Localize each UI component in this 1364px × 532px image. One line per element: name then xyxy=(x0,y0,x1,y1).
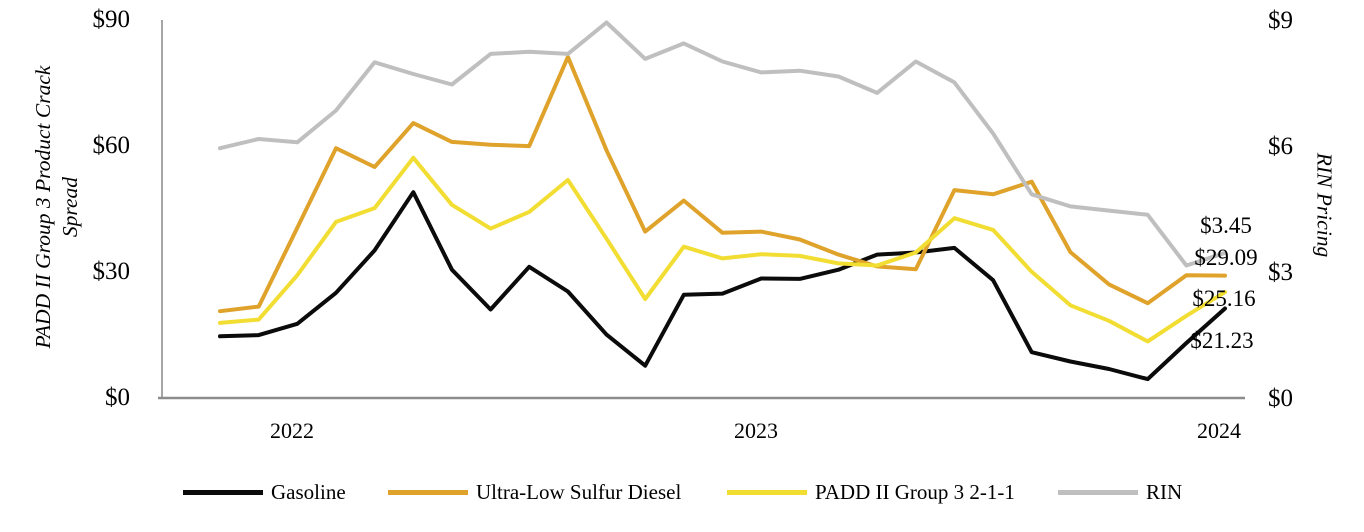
end-label-ulsd: $29.09 xyxy=(1194,245,1258,270)
right-tick-9: $9 xyxy=(1268,7,1293,34)
series-line-gasoline xyxy=(218,190,1227,382)
gasoline-line-swatch xyxy=(183,489,263,495)
right-tick-0: $0 xyxy=(1268,385,1293,412)
x-tick-2022: 2022 xyxy=(270,418,314,443)
legend-label-rin: RIN xyxy=(1146,480,1183,504)
x-tick-2024: 2024 xyxy=(1197,418,1241,443)
right-tick-6: $6 xyxy=(1268,133,1293,160)
series-line-rin xyxy=(218,20,1227,268)
series-line-padd-ii-group-3-2-1-1 xyxy=(218,155,1227,344)
left-tick-90: $90 xyxy=(92,6,131,33)
legend-label-ulsd: Ultra-Low Sulfur Diesel xyxy=(476,480,682,504)
series-line-ultra-low-sulfur-diesel xyxy=(218,54,1227,314)
legend-item-padd: PADD II Group 3 2-1-1 xyxy=(727,480,1015,504)
right-tick-3: $3 xyxy=(1268,259,1293,286)
left-tick-30: $30 xyxy=(92,258,131,285)
x-tick-2023: 2023 xyxy=(734,418,778,443)
left-tick-60: $60 xyxy=(92,132,131,159)
legend-label-gasoline: Gasoline xyxy=(271,480,346,504)
legend-label-padd: PADD II Group 3 2-1-1 xyxy=(815,480,1015,504)
legend-item-gasoline: Gasoline xyxy=(183,480,346,504)
padd-line-swatch xyxy=(727,489,807,495)
left-axis-title-line1: PADD II Group 3 Product Crack xyxy=(31,65,56,349)
left-tick-0: $0 xyxy=(105,384,130,411)
rin-line-swatch xyxy=(1058,489,1138,495)
end-label-rin: $3.45 xyxy=(1200,213,1252,238)
end-label-padd: $25.16 xyxy=(1192,286,1256,311)
legend-item-ulsd: Ultra-Low Sulfur Diesel xyxy=(388,480,681,504)
left-axis-title-line2: Spread xyxy=(58,176,82,238)
end-label-gasoline: $21.23 xyxy=(1190,328,1254,353)
legend-item-rin: RIN xyxy=(1058,480,1182,504)
ulsd-line-swatch xyxy=(388,489,468,495)
